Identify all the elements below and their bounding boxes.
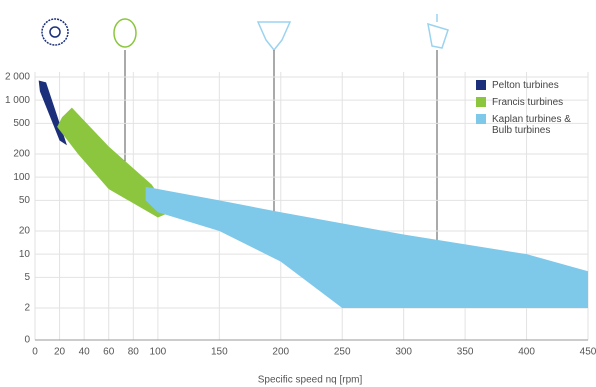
y-tick-label: 10 xyxy=(19,249,31,260)
legend-swatch xyxy=(476,97,486,107)
y-tick-label: 0 xyxy=(24,335,30,346)
legend-item: Francis turbines xyxy=(476,97,586,108)
turbine-icons xyxy=(41,14,449,52)
y-tick-label: 100 xyxy=(13,172,30,183)
y-tick-label: 1 000 xyxy=(5,95,30,106)
legend: Pelton turbines Francis turbines Kaplan tu… xyxy=(476,80,586,142)
y-tick-label: 200 xyxy=(13,149,30,160)
x-tick-label: 20 xyxy=(54,347,66,358)
x-tick-label: 300 xyxy=(395,347,412,358)
x-tick-label: 60 xyxy=(103,347,115,358)
x-tick-label: 0 xyxy=(32,347,38,358)
y-tick-label: 500 xyxy=(13,118,30,129)
legend-swatch xyxy=(476,80,486,90)
x-axis-label: Specific speed nq [rpm] xyxy=(258,375,363,386)
y-tick-label: 2 000 xyxy=(5,72,30,83)
legend-label: Kaplan turbines & Bulb turbines xyxy=(492,114,571,136)
x-tick-label: 350 xyxy=(457,347,474,358)
turbine-range xyxy=(57,107,171,218)
legend-swatch xyxy=(476,114,486,124)
turbine-range xyxy=(38,80,67,146)
x-tick-label: 100 xyxy=(150,347,167,358)
grid: 0 2 5 10 20 50 100 200 500 1 000 2 000 0 20 40 60 80 100… xyxy=(5,72,596,358)
plot-area xyxy=(38,80,588,308)
turbine-range xyxy=(145,186,588,308)
y-tick-label: 50 xyxy=(19,195,31,206)
x-tick-label: 80 xyxy=(128,347,140,358)
x-tick-label: 200 xyxy=(272,347,289,358)
y-tick-label: 5 xyxy=(24,272,30,283)
y-tick-label: 2 xyxy=(24,303,30,314)
x-tick-label: 450 xyxy=(580,347,596,358)
x-tick-label: 150 xyxy=(211,347,228,358)
y-tick-label: 20 xyxy=(19,226,31,237)
x-tick-label: 400 xyxy=(518,347,535,358)
legend-item: Kaplan turbines & Bulb turbines xyxy=(476,114,586,136)
x-tick-label: 40 xyxy=(79,347,91,358)
legend-item: Pelton turbines xyxy=(476,80,586,91)
x-tick-label: 250 xyxy=(334,347,351,358)
legend-label: Pelton turbines xyxy=(492,80,559,91)
legend-label: Francis turbines xyxy=(492,97,564,108)
